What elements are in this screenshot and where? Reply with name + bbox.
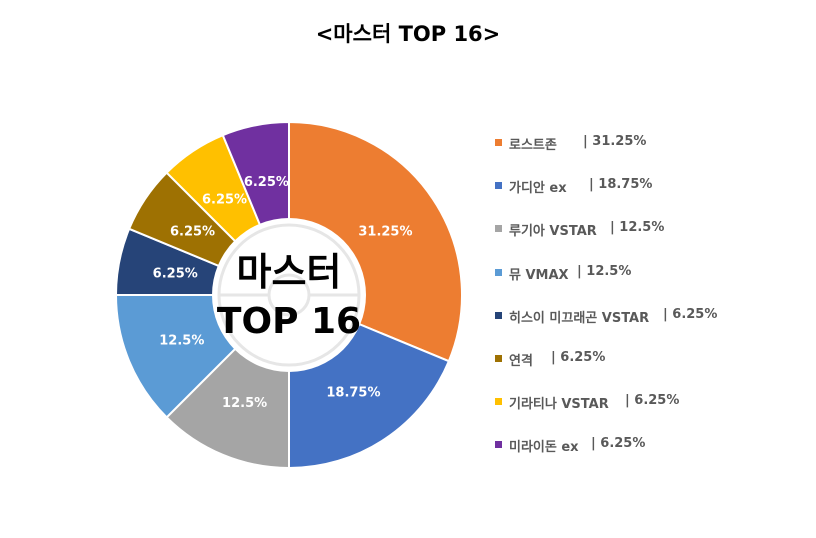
legend-swatch — [495, 268, 502, 276]
legend-swatch — [495, 311, 502, 319]
center-ring-dot — [267, 273, 311, 317]
legend-name: 뮤 VMAX — [509, 267, 569, 283]
slice-data-label-1: 18.75% — [326, 385, 380, 400]
legend-swatch — [495, 354, 502, 362]
legend-name: 루기아 VSTAR — [509, 224, 597, 240]
slice-data-label-7: 6.25% — [244, 175, 289, 190]
legend-value: | 6.25% — [591, 436, 646, 452]
legend-swatch — [495, 398, 502, 406]
slice-data-label-0: 31.25% — [358, 225, 412, 240]
legend-swatch — [495, 225, 502, 233]
center-label-line1: 마스터 — [237, 250, 342, 294]
legend-name: 로스트존 — [509, 138, 557, 153]
legend-name: 가디안 ex — [509, 181, 567, 197]
legend-swatch — [495, 441, 502, 449]
legend-swatch — [495, 182, 502, 190]
legend-name: 히스이 미끄래곤 VSTAR — [509, 310, 650, 326]
slice-data-label-2: 12.5% — [222, 396, 267, 411]
legend-name: 연격 — [509, 353, 533, 369]
slice-data-label-3: 12.5% — [159, 333, 204, 348]
legend-name: 미라이돈 ex — [509, 440, 579, 456]
legend-name: 기라티나 VSTAR — [509, 397, 609, 413]
legend-swatch — [495, 139, 502, 146]
legend-value: | 12.5% — [577, 263, 632, 279]
legend-value: | 6.25% — [625, 393, 680, 409]
legend-value: | 6.25% — [663, 306, 718, 322]
slice-data-label-5: 6.25% — [170, 225, 215, 240]
slice-data-label-6: 6.25% — [202, 193, 247, 208]
legend-value: | 18.75% — [589, 177, 653, 193]
chart-title: <마스터 TOP 16> — [315, 22, 501, 46]
slice-labels: 31.25% 18.75% 12.5% 12.5% 6.25% 6.25% 6.25% 6.2… — [153, 175, 413, 411]
legend-value: | 12.5% — [610, 220, 665, 236]
legend-value: | 31.25% — [583, 134, 647, 149]
center-label-line2: TOP 16 — [217, 301, 361, 342]
legend-value: | 6.25% — [551, 349, 606, 365]
slice-data-label-4: 6.25% — [153, 266, 198, 281]
pie-center: 마스터 TOP 16 — [212, 218, 366, 372]
